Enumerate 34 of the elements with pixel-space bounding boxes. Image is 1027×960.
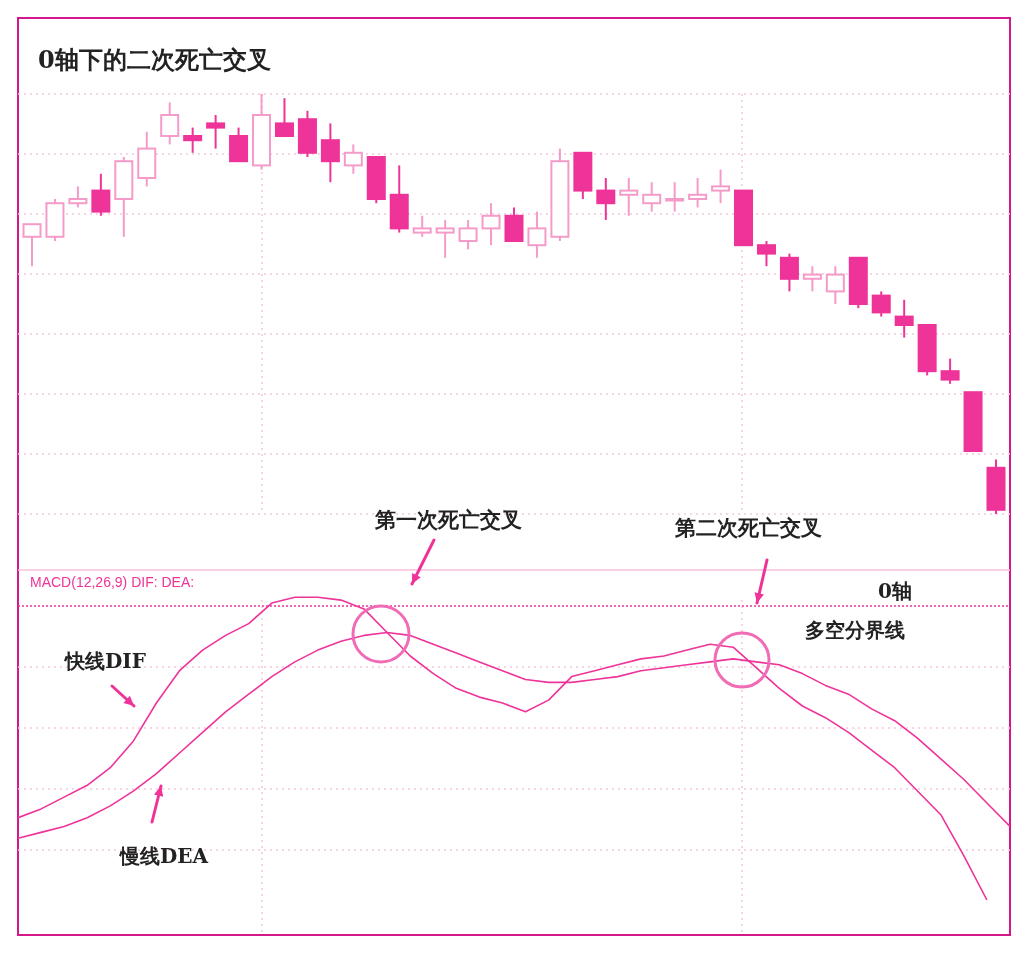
candlestick xyxy=(756,240,776,268)
candlestick xyxy=(183,126,203,154)
candlestick xyxy=(458,219,478,251)
candlestick xyxy=(940,357,960,385)
candlestick xyxy=(68,185,88,209)
candlestick xyxy=(274,97,294,137)
candlestick xyxy=(665,181,685,213)
candlestick xyxy=(596,177,616,221)
candlestick xyxy=(894,298,914,339)
candlestick xyxy=(206,114,226,150)
candlestick xyxy=(825,265,845,305)
text: MACD(12,26,9) DIF: DEA: xyxy=(30,574,195,590)
candlestick xyxy=(619,177,639,217)
candlestick xyxy=(642,181,662,213)
candlestick xyxy=(343,143,363,175)
legend-label: 慢线DEA xyxy=(119,844,209,868)
chart-title: 0轴下的二次死亡交叉 xyxy=(38,45,271,74)
candlestick xyxy=(160,101,180,146)
ref-line-label: 0轴 xyxy=(878,579,912,603)
candlestick xyxy=(435,219,455,259)
candlestick xyxy=(779,252,799,293)
candlestick xyxy=(802,265,822,293)
annotation: 多空分界线 xyxy=(805,618,905,642)
candlestick xyxy=(91,172,111,217)
candlestick xyxy=(412,214,432,238)
candlestick xyxy=(527,210,547,259)
candlestick xyxy=(320,122,340,184)
series-label: 快线DIF xyxy=(63,649,146,673)
candlestick xyxy=(481,202,501,247)
annotation: 第一次死亡交叉 xyxy=(374,507,522,532)
candlestick xyxy=(688,177,708,209)
candlestick xyxy=(22,223,42,268)
text: 第二次死亡交叉 xyxy=(674,515,822,540)
candlestick xyxy=(711,168,731,205)
